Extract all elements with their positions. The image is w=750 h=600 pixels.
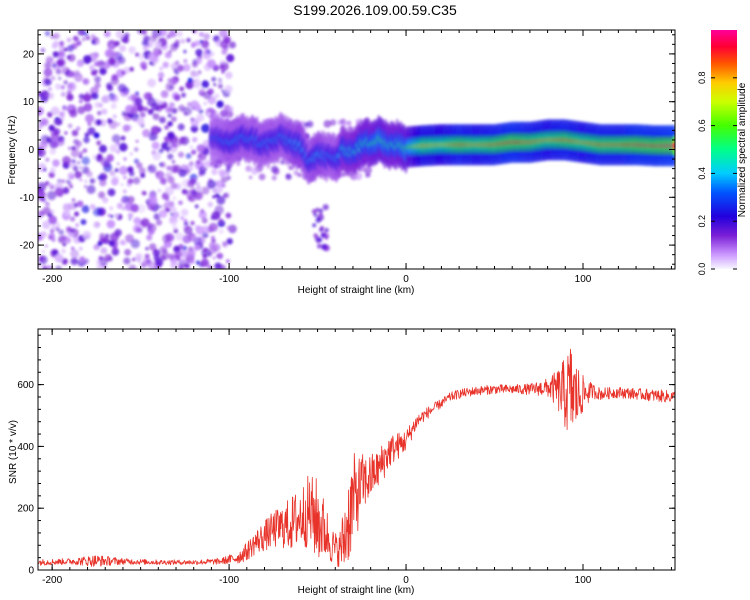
snr-series-line xyxy=(38,348,675,568)
colorbar-tick-label: 0.6 xyxy=(697,119,707,132)
spectrogram-y-tick-label: -20 xyxy=(20,241,35,252)
spectrogram-x-tick-label: -100 xyxy=(219,274,239,285)
colorbar-label: Normalized spectral amplitude xyxy=(737,82,748,217)
spectrogram-y-tick-label: -10 xyxy=(20,193,35,204)
colorbar-tick-label: 0.0 xyxy=(697,263,707,276)
spectrogram-y-tick-label: 0 xyxy=(28,145,34,156)
snr-x-axis: -200 -100 0 100 xyxy=(42,329,672,586)
snr-x-tick-label: 100 xyxy=(575,575,592,586)
colorbar-tick-label: 0.4 xyxy=(697,167,707,180)
spectrogram-y-tick-label: 10 xyxy=(23,97,35,108)
snr-panel: -200 -100 0 100 0 200 400 600 Height of straig… xyxy=(8,328,676,596)
snr-x-tick-label: 0 xyxy=(403,575,409,586)
snr-frame xyxy=(37,328,676,571)
snr-x-label: Height of straight line (km) xyxy=(298,585,415,596)
spectrogram-y-axis: 20 10 0 -10 -20 xyxy=(20,34,675,265)
spectrogram-image xyxy=(38,30,675,269)
colorbar-tick-label: 0.8 xyxy=(697,72,707,85)
spectrogram-x-tick-label: -200 xyxy=(42,274,62,285)
snr-y-tick-label: 400 xyxy=(17,442,34,453)
snr-x-tick-label: -100 xyxy=(219,575,239,586)
colorbar: 0.0 0.2 0.4 0.6 0.8 Normalized spectral ampl… xyxy=(697,30,748,275)
colorbar-gradient xyxy=(711,30,737,269)
snr-y-label: SNR (10 * v/v) xyxy=(8,420,19,484)
spectrogram-ridge xyxy=(208,111,675,185)
snr-plot-area xyxy=(38,329,675,570)
spectrogram-x-tick-label: 100 xyxy=(575,274,592,285)
snr-y-axis: 0 200 400 600 xyxy=(17,334,675,577)
chart-title: S199.2026.109.00.59.C35 xyxy=(293,2,457,18)
spectrogram-x-tick-label: 0 xyxy=(403,274,409,285)
snr-x-tick-label: -200 xyxy=(42,575,62,586)
snr-y-tick-label: 600 xyxy=(17,380,34,391)
spectrogram-y-label: Frequency (Hz) xyxy=(7,116,18,185)
snr-y-tick-label: 0 xyxy=(28,566,34,577)
snr-y-tick-label: 200 xyxy=(17,504,34,515)
spectrogram-x-label: Height of straight line (km) xyxy=(298,285,415,296)
colorbar-tick-label: 0.2 xyxy=(697,215,707,228)
spectrogram-y-tick-label: 20 xyxy=(23,49,35,60)
colorbar-axis: 0.0 0.2 0.4 0.6 0.8 xyxy=(697,72,737,276)
spectrogram-x-axis: -200 -100 0 100 xyxy=(42,30,672,285)
